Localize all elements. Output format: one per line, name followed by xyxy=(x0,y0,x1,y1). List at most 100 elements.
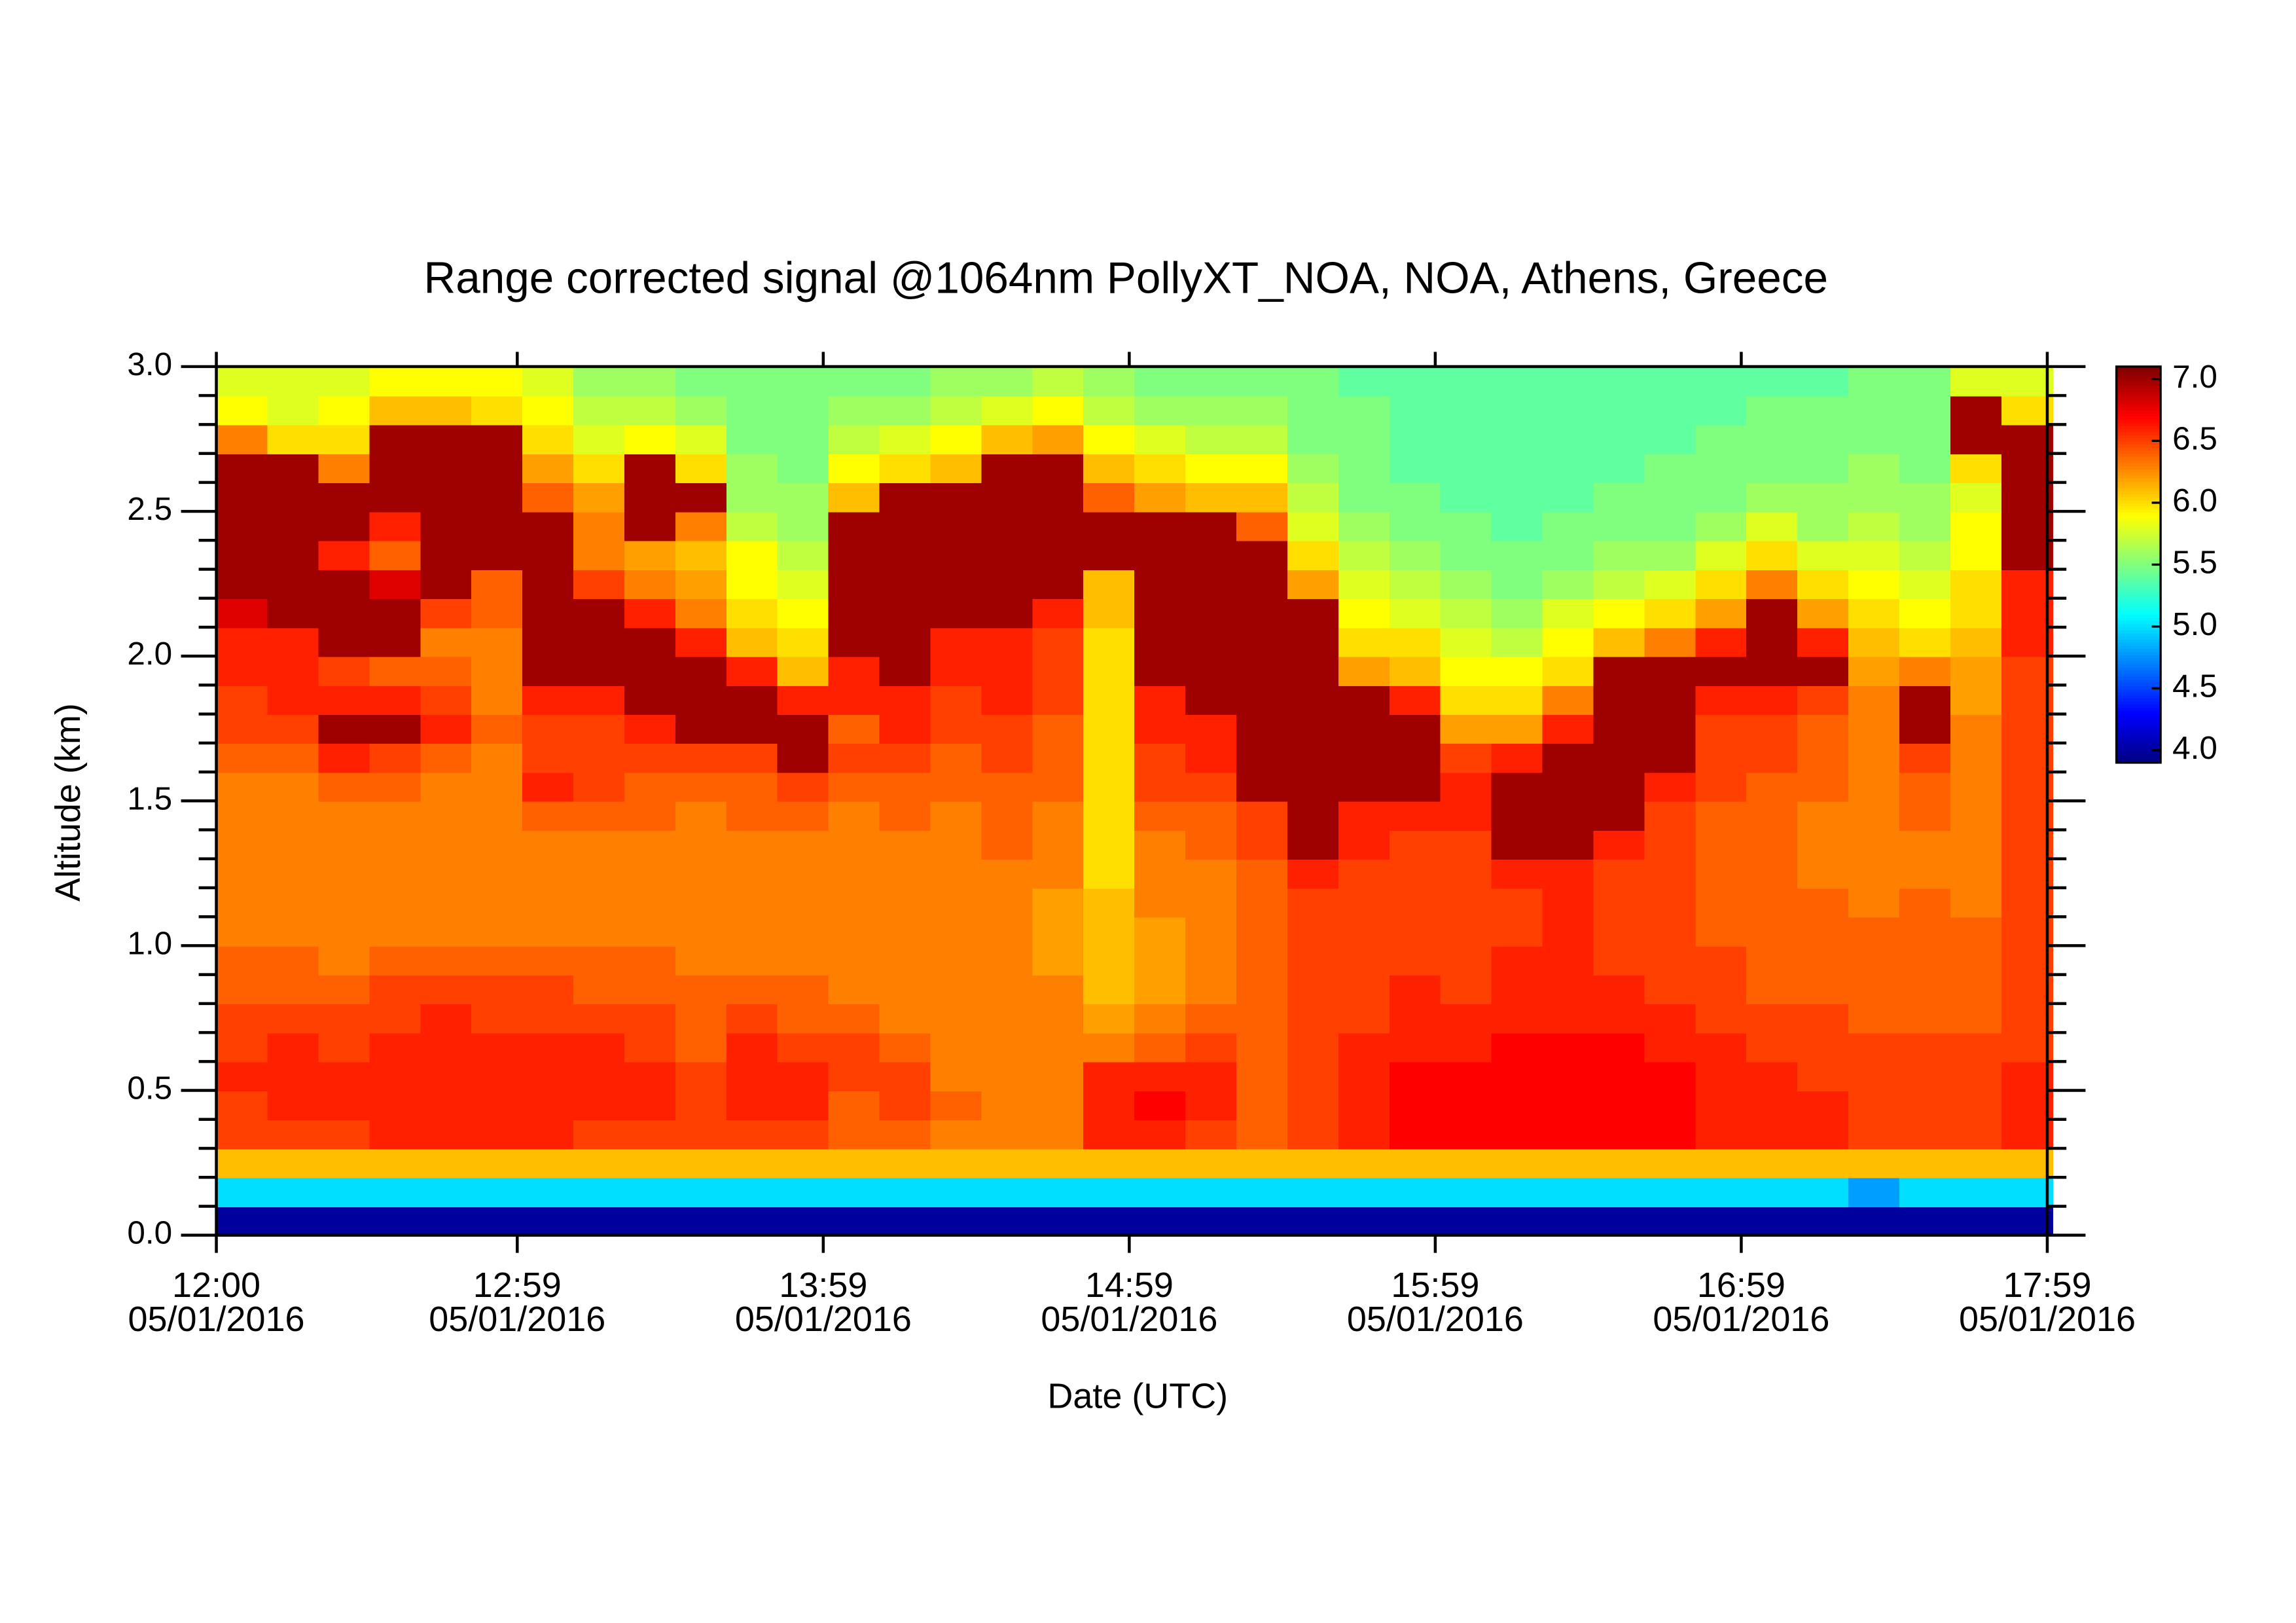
heatmap-cell xyxy=(318,1003,370,1034)
colorbar-segment xyxy=(2116,450,2161,454)
heatmap-cell xyxy=(1287,1177,1340,1207)
heatmap-cell xyxy=(981,772,1033,802)
colorbar-segment xyxy=(2116,710,2161,714)
heatmap-cell xyxy=(420,540,473,570)
heatmap-cell xyxy=(930,1090,982,1121)
heatmap-cell xyxy=(981,482,1033,513)
heatmap-cell xyxy=(1950,482,2003,513)
heatmap-cell xyxy=(1644,366,1696,397)
heatmap-cell xyxy=(981,511,1033,541)
heatmap-cell xyxy=(930,366,982,397)
heatmap-cell xyxy=(1236,656,1289,686)
heatmap-cell xyxy=(1695,395,1748,426)
x-tick-label: 16:59 05/01/2016 xyxy=(1653,1266,1830,1340)
heatmap-cell xyxy=(879,366,931,397)
heatmap-cell xyxy=(1389,656,1442,686)
heatmap-cell xyxy=(879,656,931,686)
heatmap-cell xyxy=(369,1061,422,1091)
heatmap-cell xyxy=(267,974,319,1005)
heatmap-cell xyxy=(1134,742,1187,773)
heatmap-cell xyxy=(1491,1032,1543,1063)
heatmap-cell xyxy=(828,395,880,426)
heatmap-cell xyxy=(726,1032,779,1063)
heatmap-cell xyxy=(1899,1003,1952,1034)
heatmap-cell xyxy=(726,742,779,773)
heatmap-cell xyxy=(1695,1177,1748,1207)
heatmap-cell xyxy=(1848,424,1901,454)
heatmap-cell xyxy=(1185,945,1238,976)
heatmap-cell xyxy=(1797,1032,1850,1063)
heatmap-cell xyxy=(420,627,473,657)
heatmap-cell xyxy=(1593,772,1645,802)
heatmap-cell xyxy=(1695,1061,1748,1091)
heatmap-cell xyxy=(777,482,829,513)
heatmap-cell xyxy=(420,917,473,947)
heatmap-cell xyxy=(1746,1148,1799,1178)
heatmap-cell xyxy=(1950,830,2003,860)
heatmap-cell xyxy=(1032,656,1085,686)
heatmap-cell xyxy=(930,569,982,600)
heatmap-cell xyxy=(1797,453,1850,484)
heatmap-cell xyxy=(573,1003,626,1034)
heatmap-cell xyxy=(1389,1003,1442,1034)
heatmap-cell xyxy=(828,366,880,397)
heatmap-cell xyxy=(522,1148,575,1178)
heatmap-cell xyxy=(1440,801,1492,831)
heatmap-cell xyxy=(1185,1148,1238,1178)
heatmap-cell xyxy=(624,511,677,541)
heatmap-cell xyxy=(369,1003,422,1034)
heatmap-cell xyxy=(675,395,728,426)
heatmap-cell xyxy=(267,598,319,629)
heatmap-cell xyxy=(1644,801,1696,831)
heatmap-cell xyxy=(1389,685,1442,715)
heatmap-cell xyxy=(930,858,982,889)
heatmap-cell xyxy=(1083,424,1136,454)
heatmap-cell xyxy=(777,395,829,426)
heatmap-cell xyxy=(1134,1032,1187,1063)
colorbar-segment xyxy=(2116,602,2161,606)
heatmap-cell xyxy=(726,945,779,976)
heatmap-cell xyxy=(1389,887,1442,918)
heatmap-cell xyxy=(1185,887,1238,918)
x-tick-label: 15:59 05/01/2016 xyxy=(1346,1266,1524,1340)
heatmap-cell xyxy=(471,453,524,484)
colorbar-segment xyxy=(2116,701,2161,705)
heatmap-cell xyxy=(1185,1177,1238,1207)
heatmap-cell xyxy=(573,1148,626,1178)
heatmap-cell xyxy=(1083,858,1136,889)
heatmap-cell xyxy=(1899,366,1952,397)
heatmap-cell xyxy=(675,801,728,831)
heatmap-cell xyxy=(624,974,677,1005)
heatmap-cell xyxy=(726,830,779,860)
heatmap-cell xyxy=(1491,366,1543,397)
heatmap-cell xyxy=(1338,482,1391,513)
heatmap-cell xyxy=(777,1177,829,1207)
heatmap-cell xyxy=(1083,1177,1136,1207)
heatmap-cell xyxy=(522,1119,575,1150)
heatmap-cell xyxy=(2001,945,2054,976)
colorbar-segment xyxy=(2116,583,2161,587)
heatmap-cell xyxy=(1542,1206,1594,1237)
heatmap-cell xyxy=(1287,887,1340,918)
heatmap-cell xyxy=(930,511,982,541)
heatmap-cell xyxy=(318,830,370,860)
colorbar-segment xyxy=(2116,490,2161,494)
heatmap-cell xyxy=(471,1206,524,1237)
heatmap-cell xyxy=(879,540,931,570)
heatmap-cell xyxy=(1287,830,1340,860)
heatmap-cell xyxy=(1287,714,1340,744)
heatmap-cell xyxy=(1797,742,1850,773)
heatmap-cell xyxy=(1440,685,1492,715)
heatmap-cell xyxy=(1134,424,1187,454)
heatmap-cell xyxy=(981,1032,1033,1063)
heatmap-cell xyxy=(1899,482,1952,513)
heatmap-cell xyxy=(1491,772,1543,802)
heatmap-cell xyxy=(1032,1206,1085,1237)
heatmap-cell xyxy=(675,482,728,513)
heatmap-cell xyxy=(1134,887,1187,918)
heatmap-cell xyxy=(1644,395,1696,426)
heatmap-cell xyxy=(1797,1177,1850,1207)
heatmap-cell xyxy=(1644,1206,1696,1237)
heatmap-cell xyxy=(1032,482,1085,513)
heatmap-cell xyxy=(1950,453,2003,484)
